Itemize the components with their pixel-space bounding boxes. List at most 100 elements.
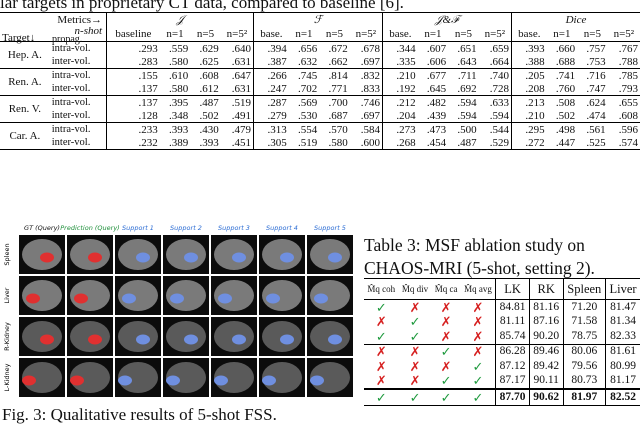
value-cell: .525 — [586, 136, 606, 149]
scan-organ — [232, 334, 246, 345]
scan-organ — [122, 293, 136, 304]
value-cell: .645 — [426, 82, 447, 95]
cell: 80.06 — [562, 344, 606, 359]
cell: ✗ — [375, 358, 387, 374]
scan-organ — [26, 293, 40, 304]
cell: 79.56 — [562, 359, 606, 374]
value-cell: .746 — [360, 96, 381, 109]
scan-organ — [184, 252, 198, 263]
cell: 87.12 — [495, 359, 530, 374]
value-cell: .192 — [382, 82, 418, 96]
cell: 90.20 — [528, 329, 564, 344]
subheader: n=5 — [325, 28, 344, 40]
value-cell: .487 — [457, 136, 477, 149]
cell: 87.17 — [495, 373, 530, 389]
cell: 78.75 — [562, 329, 606, 344]
value-cell: .633 — [489, 96, 509, 109]
value-cell: .519 — [231, 96, 252, 109]
value-cell: .594 — [489, 109, 509, 122]
value-cell: .279 — [253, 109, 289, 123]
cell: ✓ — [375, 389, 387, 405]
cell: 87.70 — [495, 389, 530, 405]
scan-organ — [22, 375, 36, 386]
value-cell: .389 — [168, 136, 189, 149]
cell: ✗ — [409, 358, 421, 374]
data-row: inter-vol. .283 .580 .625 .631.387 .632 .662 .6… — [0, 55, 640, 69]
cell: 71.20 — [562, 299, 606, 315]
value-cell: .631 — [231, 82, 252, 95]
column-label: Support 5 — [314, 224, 346, 232]
target-cell: Ren. A. — [8, 76, 42, 88]
value-cell: .529 — [489, 136, 509, 149]
data-row: ✗ ✗ ✓ ✗ 86.28 89.46 80.06 81.61 — [364, 344, 640, 359]
value-cell: .608 — [618, 109, 638, 122]
propag-cell: intra-vol. — [51, 42, 91, 54]
scan-organ — [136, 334, 150, 345]
value-cell: .662 — [328, 55, 348, 68]
cell: 81.61 — [605, 344, 640, 359]
cell: ✓ — [472, 389, 484, 405]
column-label: GT (Query) — [24, 224, 60, 232]
subheader: n=5² — [226, 28, 248, 40]
results-table: Metrics→ n-shot Target↓ propag. 𝒥 ℱ 𝒥&ℱ Dice bas… — [0, 12, 640, 150]
value-cell: .788 — [618, 55, 638, 68]
value-cell: .793 — [618, 82, 638, 95]
cell: ✓ — [375, 328, 387, 344]
cell: 81.34 — [605, 314, 640, 329]
scan-organ — [328, 252, 342, 263]
propag-cell: intra-vol. — [51, 96, 91, 108]
data-row: ✓ ✓ ✓ ✓ 87.70 90.62 81.97 82.52 — [364, 389, 640, 405]
value-cell: .212 — [382, 95, 418, 109]
value-cell: .454 — [426, 136, 447, 149]
scan-organ — [232, 252, 246, 263]
propag-cell: inter-vol. — [51, 82, 91, 94]
value-cell: .530 — [297, 109, 318, 122]
cell: ✗ — [440, 358, 452, 374]
data-row: Ren. A. intra-vol. .155 .610 .608 .647.266 .74… — [0, 68, 640, 88]
value-cell: .624 — [586, 96, 606, 109]
cell: 82.33 — [605, 329, 640, 344]
scan-body — [22, 362, 62, 393]
data-row: inter-vol. .128 .348 .502 .491.279 .530 .687 .6… — [0, 109, 640, 123]
value-cell: .344 — [382, 41, 418, 55]
value-cell: .580 — [328, 136, 348, 149]
value-cell: .544 — [489, 123, 509, 136]
scan-body — [310, 362, 350, 393]
value-cell: .741 — [555, 69, 576, 82]
scan-organ — [136, 252, 150, 263]
value-cell: .608 — [199, 69, 219, 82]
metrics-label: Metrics→ — [57, 14, 103, 26]
cell: ✗ — [375, 314, 387, 330]
cell: 82.52 — [605, 389, 640, 405]
cell: 84.81 — [495, 299, 530, 315]
value-cell: .610 — [168, 69, 189, 82]
cell: ✗ — [375, 344, 387, 360]
cell: 81.17 — [605, 373, 640, 389]
value-cell: .625 — [199, 55, 219, 68]
value-cell: .814 — [328, 69, 348, 82]
value-cell: .569 — [297, 96, 318, 109]
scan-body — [262, 362, 302, 393]
value-cell: .584 — [360, 123, 381, 136]
cell: ✗ — [440, 328, 452, 344]
value-cell: .210 — [382, 68, 418, 82]
value-cell: .678 — [360, 42, 381, 55]
value-cell: .430 — [199, 123, 219, 136]
value-cell: .508 — [555, 96, 576, 109]
value-cell: .640 — [231, 42, 252, 55]
value-cell: .554 — [297, 123, 318, 136]
cell: 90.62 — [528, 389, 564, 405]
header-row: Metrics→ n-shot Target↓ propag. 𝒥 ℱ 𝒥&ℱ Dice — [0, 12, 640, 45]
group-header: 𝒥&ℱ — [382, 12, 512, 27]
value-cell: .612 — [199, 82, 219, 95]
value-cell: .393 — [510, 41, 547, 55]
scan-organ — [262, 375, 276, 386]
column-header: Spleen — [562, 278, 606, 300]
cell: 80.73 — [562, 373, 606, 389]
value-cell: .833 — [360, 82, 381, 95]
value-cell: .596 — [618, 123, 638, 136]
value-cell: .487 — [199, 96, 219, 109]
table-caption: Table 3: MSF ablation study on CHAOS-MRI… — [364, 235, 595, 278]
value-cell: .747 — [586, 82, 606, 95]
scan-organ — [218, 293, 232, 304]
